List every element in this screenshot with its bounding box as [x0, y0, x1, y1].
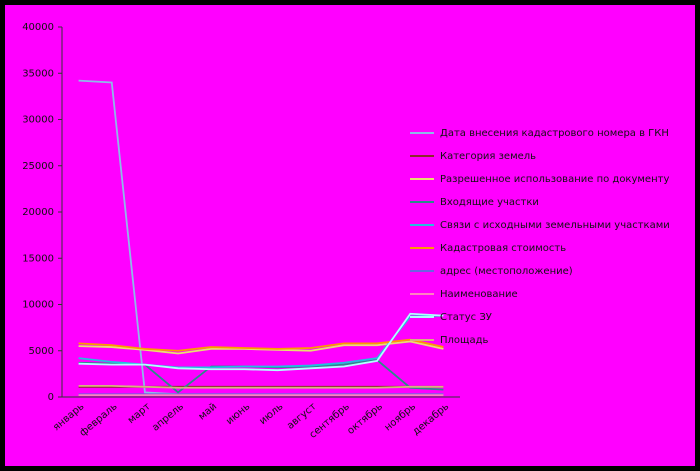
- y-tick-label: 10000: [22, 300, 54, 311]
- legend-label: адрес (местоположение): [440, 266, 573, 277]
- y-tick-label: 35000: [22, 68, 54, 79]
- y-tick-label: 30000: [22, 115, 54, 126]
- legend-label: Разрешенное использование по документу: [440, 174, 669, 185]
- series-line: [78, 340, 444, 355]
- legend-label: Кадастровая стоимость: [440, 243, 566, 254]
- y-tick-label: 0: [48, 392, 54, 403]
- legend-label: Категория земель: [440, 151, 536, 162]
- y-tick-label: 5000: [29, 346, 54, 357]
- series-line: [78, 338, 444, 352]
- y-tick-label: 25000: [22, 161, 54, 172]
- y-tick-label: 40000: [22, 22, 54, 33]
- y-tick-label: 20000: [22, 207, 54, 218]
- legend-label: Входящие участки: [440, 197, 539, 208]
- y-tick-label: 15000: [22, 253, 54, 264]
- legend-label: Связи с исходными земельными участками: [440, 220, 670, 231]
- legend-label: Наименование: [440, 289, 518, 300]
- series-line: [78, 384, 444, 389]
- legend-label: Площадь: [440, 335, 488, 346]
- series-line: [78, 312, 444, 372]
- legend-label: Дата внесения кадастрового номера в ГКН: [440, 128, 669, 139]
- legend-label: Статус ЗУ: [440, 312, 492, 323]
